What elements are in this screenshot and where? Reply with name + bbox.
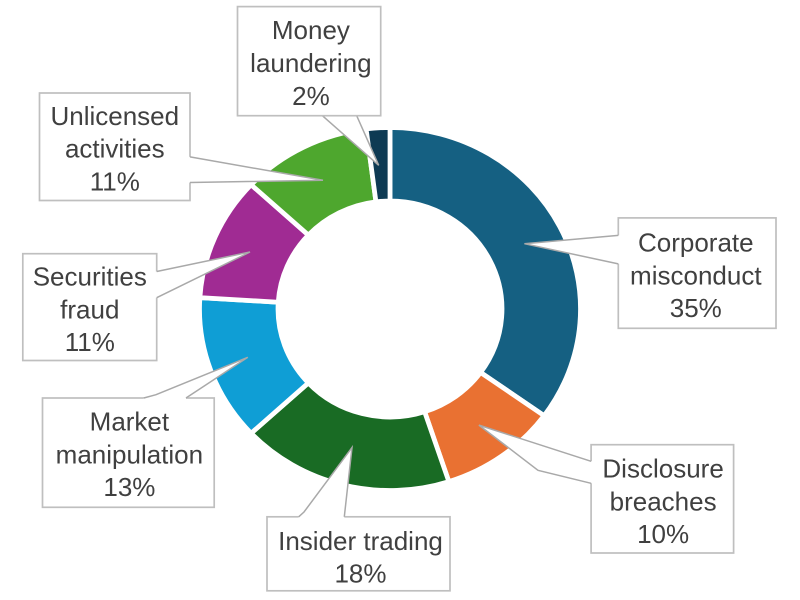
svg-text:manipulation: manipulation: [56, 439, 203, 469]
svg-text:11%: 11%: [90, 166, 140, 196]
svg-text:18%: 18%: [334, 559, 386, 589]
svg-text:activities: activities: [65, 134, 165, 164]
svg-text:Market: Market: [90, 407, 170, 437]
svg-text:laundering: laundering: [250, 48, 371, 78]
svg-text:13%: 13%: [103, 472, 155, 502]
svg-text:Corporate: Corporate: [638, 228, 754, 258]
svg-text:misconduct: misconduct: [630, 260, 762, 290]
svg-text:11%: 11%: [65, 327, 115, 357]
svg-text:Insider trading: Insider trading: [278, 526, 443, 556]
svg-text:breaches: breaches: [610, 486, 717, 516]
svg-text:Disclosure: Disclosure: [602, 454, 723, 484]
svg-text:Securities: Securities: [33, 262, 147, 292]
svg-text:Unlicensed: Unlicensed: [50, 101, 179, 131]
svg-text:2%: 2%: [292, 81, 330, 111]
svg-text:Money: Money: [272, 15, 350, 45]
svg-text:35%: 35%: [670, 293, 722, 323]
svg-text:fraud: fraud: [60, 294, 119, 324]
svg-text:10%: 10%: [637, 519, 689, 549]
